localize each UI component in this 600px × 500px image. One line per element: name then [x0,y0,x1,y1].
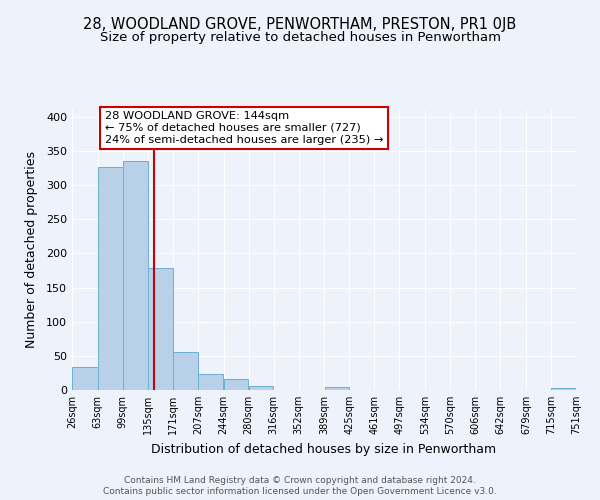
Bar [198,374,223,390]
Bar [325,388,349,390]
X-axis label: Distribution of detached houses by size in Penwortham: Distribution of detached houses by size … [151,442,497,456]
Text: 28, WOODLAND GROVE, PENWORTHAM, PRESTON, PR1 0JB: 28, WOODLAND GROVE, PENWORTHAM, PRESTON,… [83,18,517,32]
Bar [249,386,274,390]
Y-axis label: Number of detached properties: Number of detached properties [25,152,38,348]
Bar [98,168,122,390]
Text: Contains HM Land Registry data © Crown copyright and database right 2024.: Contains HM Land Registry data © Crown c… [124,476,476,485]
Bar [551,388,576,390]
Text: Size of property relative to detached houses in Penwortham: Size of property relative to detached ho… [100,31,500,44]
Bar [173,352,197,390]
Bar [123,161,148,390]
Text: 28 WOODLAND GROVE: 144sqm
← 75% of detached houses are smaller (727)
24% of semi: 28 WOODLAND GROVE: 144sqm ← 75% of detac… [105,112,383,144]
Bar [72,368,98,390]
Bar [148,268,173,390]
Text: Contains public sector information licensed under the Open Government Licence v3: Contains public sector information licen… [103,488,497,496]
Bar [224,379,248,390]
